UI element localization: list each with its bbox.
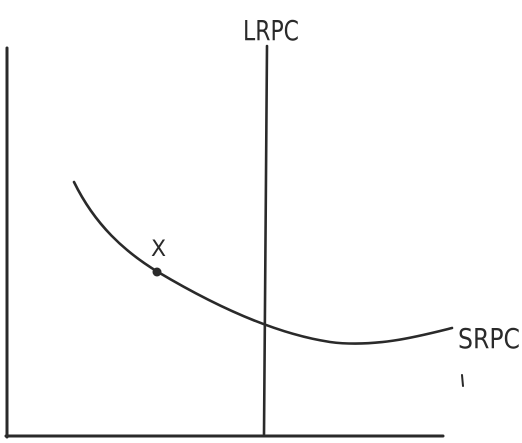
lrpc-line	[262, 44, 269, 436]
point-x-marker	[152, 267, 162, 277]
srpc-curve	[72, 180, 454, 345]
x-axis	[4, 434, 445, 438]
point-x-label: X	[151, 237, 166, 262]
srpc-label: SRPC	[458, 322, 520, 355]
stray-mark	[461, 374, 464, 387]
lrpc-label: LRPC	[243, 14, 299, 47]
